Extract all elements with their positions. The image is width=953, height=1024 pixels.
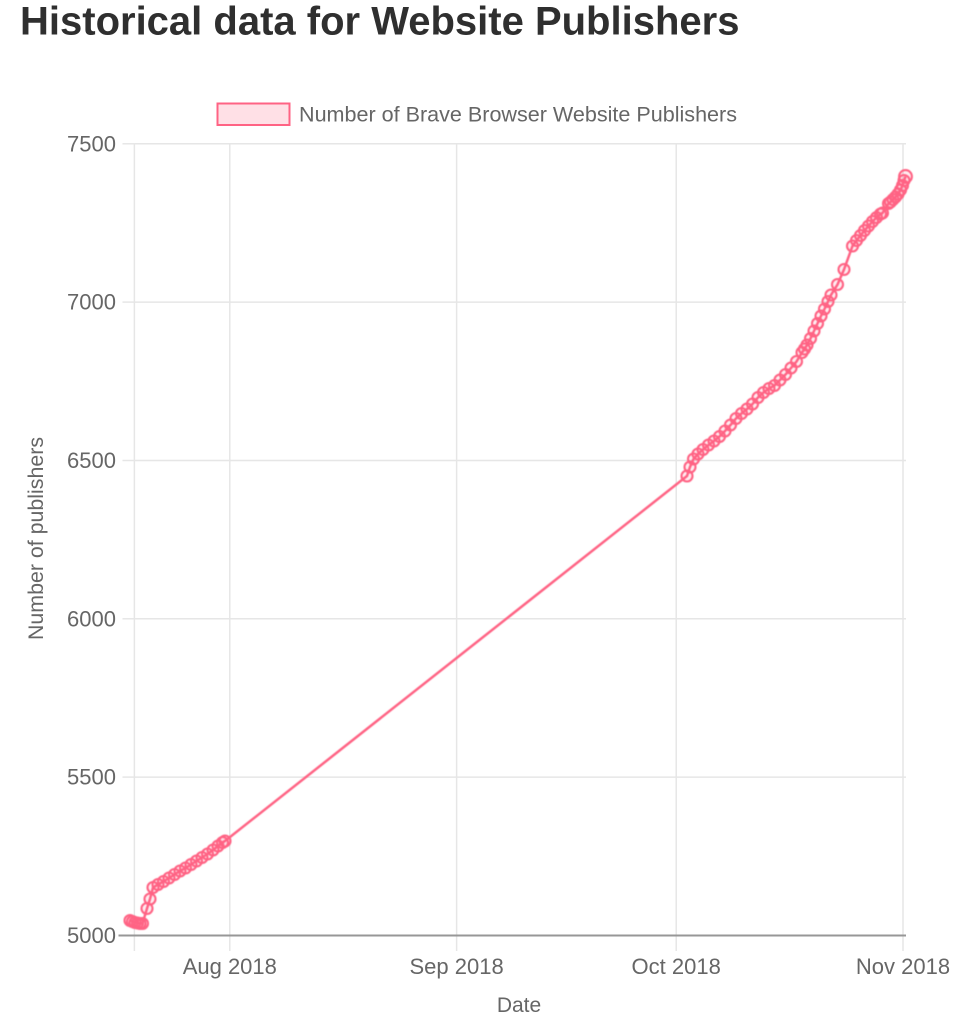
svg-text:7500: 7500 bbox=[67, 131, 116, 156]
svg-text:5000: 5000 bbox=[67, 923, 116, 948]
svg-text:Oct 2018: Oct 2018 bbox=[632, 954, 721, 979]
svg-text:Sep 2018: Sep 2018 bbox=[409, 954, 503, 979]
svg-text:Nov 2018: Nov 2018 bbox=[856, 954, 950, 979]
svg-text:6500: 6500 bbox=[67, 448, 116, 473]
svg-text:7000: 7000 bbox=[67, 290, 116, 315]
svg-text:Number of publishers: Number of publishers bbox=[25, 437, 48, 640]
svg-text:Historical data for Website Pu: Historical data for Website Publishers bbox=[20, 0, 739, 44]
svg-text:6000: 6000 bbox=[67, 606, 116, 631]
svg-text:5500: 5500 bbox=[67, 765, 116, 790]
svg-text:Aug 2018: Aug 2018 bbox=[183, 954, 277, 979]
svg-text:Number of Brave Browser Websit: Number of Brave Browser Website Publishe… bbox=[299, 104, 737, 127]
svg-text:Date: Date bbox=[497, 994, 541, 1017]
